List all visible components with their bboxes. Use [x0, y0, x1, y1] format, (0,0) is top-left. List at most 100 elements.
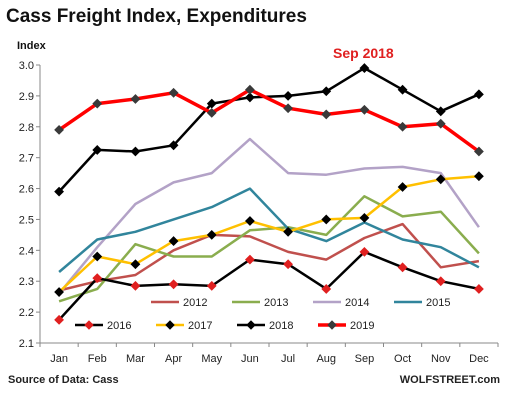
series-2013 [58, 195, 480, 303]
y-tick-label: 2.2 [19, 307, 34, 319]
y-tick-label: 2.7 [19, 153, 34, 165]
series-2017-point [321, 214, 332, 225]
x-tick-label: Oct [394, 353, 411, 365]
legend-2019-marker [327, 320, 337, 330]
x-tick-label: Jan [50, 353, 68, 365]
series-2018 [54, 63, 484, 197]
series-2015-line [58, 187, 480, 273]
x-tick-label: Feb [88, 353, 107, 365]
series-2019-point [92, 98, 103, 109]
legend-2019: 2019 [318, 320, 374, 332]
legend-2012: 2012 [151, 297, 207, 309]
y-tick-label: 2.6 [19, 184, 34, 196]
series-2019-point [54, 124, 64, 135]
legend-2017: 2017 [156, 320, 212, 332]
series-2016-point [92, 273, 103, 284]
series-2016-point [245, 254, 255, 265]
series-2014-line [58, 137, 480, 295]
legend-2017-label: 2017 [188, 320, 212, 332]
series-2015 [58, 187, 480, 273]
legend-2014-label: 2014 [345, 297, 369, 309]
series-2017-point [245, 216, 255, 226]
x-tick-label: Dec [469, 353, 489, 365]
x-tick-label: Nov [431, 353, 451, 365]
series-2017-point [359, 212, 370, 223]
y-tick-label: 2.1 [19, 338, 34, 350]
legend-2013-label: 2013 [264, 297, 288, 309]
legend-2018: 2018 [237, 320, 293, 332]
series-2018-point [435, 106, 446, 117]
series-2017-point [435, 174, 446, 185]
y-axis-label: Index [17, 40, 47, 52]
x-tick-label: Aug [316, 353, 336, 365]
series-2019-point [168, 87, 179, 98]
x-tick-label: Sep [355, 353, 375, 365]
y-tick-label: 2.9 [19, 91, 34, 103]
legend: 2012 2013 2014 2015 2016 2017 2018 2019 [75, 297, 450, 332]
legend-2014: 2014 [313, 297, 369, 309]
series-2019-point [359, 104, 370, 115]
series-2019-point [397, 121, 408, 132]
chart-title: Cass Freight Index, Expenditures [6, 6, 307, 27]
y-tick-label: 3.0 [19, 60, 34, 72]
x-tick-label: Apr [165, 353, 182, 365]
series-2018-point [54, 186, 64, 197]
series-2017-point [206, 229, 217, 240]
series-2017-point [397, 182, 408, 192]
series-2018-point [359, 63, 370, 73]
x-tick-label: Mar [126, 353, 145, 365]
series-2016-point [397, 262, 408, 273]
series-2016-point [321, 284, 332, 294]
series-2016-point [474, 284, 484, 294]
legend-2016-label: 2016 [107, 320, 131, 332]
series-2012-line [58, 222, 480, 292]
series-2018-point [321, 86, 332, 97]
plot-area: 2.1 2.2 2.3 2.4 2.5 2.6 2.7 2.8 2.9 3.0 Jan Feb Mar A… [19, 60, 499, 365]
series-2016 [54, 246, 484, 325]
series-2019-point [130, 94, 141, 104]
series-2014 [58, 137, 480, 295]
series-2013-line [58, 195, 480, 303]
series-2017-point [54, 287, 64, 297]
legend-2016-marker [84, 320, 94, 330]
series-2016-point [435, 276, 446, 287]
peak-annotation: Sep 2018 [333, 45, 394, 61]
legend-2019-label: 2019 [350, 320, 374, 332]
y-tick-label: 2.5 [19, 214, 34, 226]
credit-note: WOLFSTREET.com [400, 374, 500, 386]
legend-2017-marker [165, 320, 175, 330]
series-2018-point [206, 98, 217, 109]
series-2018-point [168, 140, 179, 151]
series-2018-point [397, 84, 408, 95]
series-2018-line [58, 66, 480, 193]
series-2012 [58, 222, 480, 292]
legend-2015: 2015 [394, 297, 450, 309]
legend-2015-label: 2015 [426, 297, 450, 309]
series-2019-point [283, 103, 293, 114]
series-2018-point [283, 90, 293, 101]
series-2017-point [130, 259, 141, 270]
x-tick-label: Jun [241, 353, 259, 365]
series-2017-line [58, 174, 480, 293]
legend-2016: 2016 [75, 320, 131, 332]
x-tick-label: Jul [281, 353, 295, 365]
series-2017-point [283, 226, 293, 237]
series-2016-point [54, 314, 64, 325]
series-2017-point [92, 251, 103, 262]
y-tick-label: 2.3 [19, 276, 34, 288]
series-2019-point [245, 84, 255, 95]
series-2019 [54, 84, 484, 157]
series-2016-point [130, 280, 141, 291]
series-2018-point [92, 145, 103, 155]
series-2018-point [130, 146, 141, 157]
source-note: Source of Data: Cass [8, 374, 119, 386]
series-2016-point [283, 259, 293, 270]
series-2016-point [168, 279, 179, 290]
y-tick-label: 2.8 [19, 122, 34, 134]
series-2016-line [58, 250, 480, 321]
legend-2012-label: 2012 [183, 297, 207, 309]
series-2016-point [359, 246, 370, 257]
series-2019-point [474, 146, 484, 157]
series-2017-point [474, 171, 484, 182]
